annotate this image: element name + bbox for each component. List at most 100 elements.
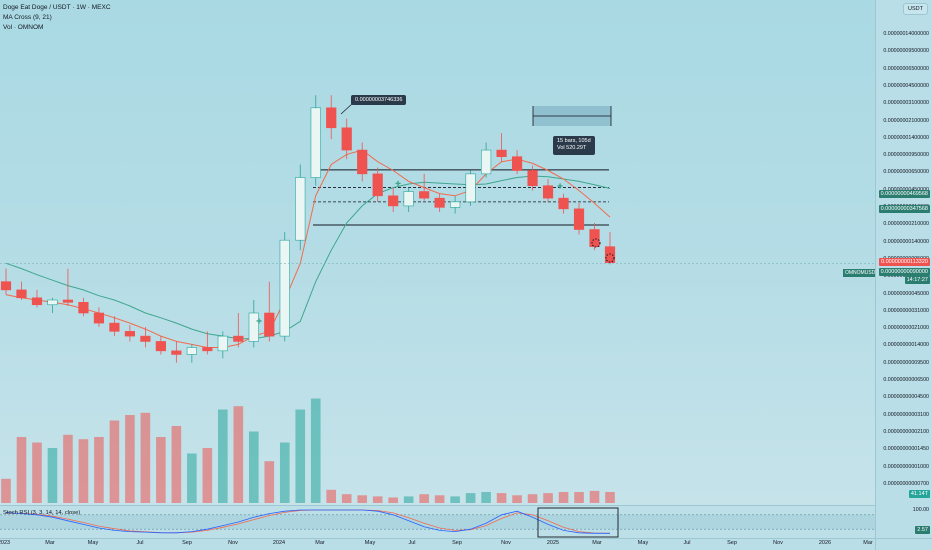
time-tick-label: May	[364, 540, 376, 546]
candle-body	[326, 107, 337, 129]
volume-bar	[1, 478, 11, 503]
candles	[0, 95, 616, 363]
candle-body	[31, 297, 43, 306]
stoch-rsi-label[interactable]: Stoch RSI (3, 3, 14, 14, close)	[3, 510, 81, 516]
range-volume-text: Vol 520.29T	[557, 145, 587, 152]
candle	[481, 142, 492, 178]
price-axis[interactable]: USDT 0.00000014000000 0.00000009500000 0.0…	[875, 0, 932, 538]
candle	[155, 336, 166, 355]
volume-bar	[233, 406, 244, 503]
price-tick-label: 0.00000001400000	[883, 134, 929, 141]
candle	[604, 231, 616, 265]
time-axis[interactable]: 2023 Mar May Jul Sep Nov 2024 Mar May Jul Sep Nov 20…	[0, 538, 875, 550]
price-tick-label: 0.00000000140000	[883, 238, 929, 245]
volume-bars	[1, 398, 615, 503]
candle-body	[16, 289, 27, 299]
range-measure-callout: 15 bars, 105d Vol 520.29T	[553, 136, 595, 155]
candle-body	[527, 170, 538, 187]
time-tick-label: 2023	[0, 540, 11, 546]
candle	[403, 187, 414, 212]
candle	[186, 344, 197, 363]
candle-body	[171, 350, 182, 355]
legend-ma-cross[interactable]: MA Cross (9, 21)	[3, 14, 52, 21]
candle	[93, 307, 105, 328]
volume-bar	[450, 496, 460, 503]
candle	[496, 133, 507, 162]
candle	[109, 316, 120, 337]
candle-body	[140, 335, 151, 342]
candle-body	[434, 197, 445, 208]
volume-bar	[589, 490, 600, 503]
volume-bar	[109, 420, 120, 503]
volume-bar	[403, 496, 414, 503]
volume-bar	[47, 448, 58, 503]
candle-body	[419, 191, 430, 199]
time-tick-label: Mar	[315, 540, 325, 546]
candle	[248, 299, 259, 348]
candle-body	[47, 299, 58, 306]
candle-body	[604, 246, 616, 263]
date-range-measure	[532, 106, 612, 126]
time-tick-label: Sep	[182, 540, 192, 546]
candle	[171, 341, 182, 363]
candle	[388, 187, 399, 212]
candle	[465, 170, 476, 206]
volume-bar	[605, 492, 615, 503]
candle	[419, 173, 430, 201]
candle-body	[511, 156, 523, 171]
time-tick-label: Jul	[136, 540, 144, 546]
candle	[542, 179, 554, 202]
candle-body	[109, 322, 120, 332]
dotted-circle-icon	[605, 253, 615, 263]
dotted-circle-icon	[591, 238, 601, 248]
candle-body	[589, 229, 600, 247]
time-tick-label: 2025	[546, 540, 560, 546]
candle-body	[155, 341, 166, 352]
osc-highlight-box	[537, 507, 619, 538]
price-tick-label: 0.00000000650000	[883, 169, 929, 176]
osc-band	[0, 514, 875, 530]
stoch-k-line	[5, 509, 610, 534]
volume-bar	[125, 415, 135, 503]
axis-corner	[875, 538, 932, 550]
time-tick-label: Mar	[592, 540, 602, 546]
osc-top-tick: 100.00	[912, 507, 929, 513]
volume-bar	[419, 494, 429, 503]
candle	[0, 268, 12, 295]
time-tick-label: 2026	[818, 540, 832, 546]
candle-body	[217, 335, 228, 352]
volume-bar	[16, 437, 27, 503]
candlestick-chart[interactable]: ✚ ✚ ✚	[0, 0, 875, 505]
price-tick-label: 0.00000000009500	[883, 359, 929, 366]
legend-volume[interactable]: Vol · OMNOM	[3, 24, 44, 31]
candle	[47, 297, 58, 314]
candle	[140, 327, 151, 348]
candle	[589, 222, 600, 251]
candle-body	[78, 302, 89, 314]
volume-bar	[171, 426, 182, 503]
candle-body	[202, 347, 213, 352]
candle-body	[496, 149, 507, 158]
stoch-rsi-pane[interactable]: Stoch RSI (3, 3, 14, 14, close)	[0, 505, 875, 538]
volume-bar	[357, 495, 368, 503]
candle	[264, 281, 275, 342]
main-chart-pane[interactable]: ✚ ✚ ✚ Doge Eat Doge / USDT · 1W · MEXC MA …	[0, 0, 875, 505]
legend-symbol[interactable]: Doge Eat Doge / USDT · 1W · MEXC	[3, 4, 111, 11]
candle-body	[573, 208, 585, 230]
candle	[450, 195, 461, 214]
last-price-tag: 0.00000000090000	[878, 268, 930, 276]
candle	[372, 167, 383, 202]
price-tick-label: 0.00000000950000	[883, 152, 929, 159]
candle	[357, 142, 368, 182]
price-tick-label: 0.00000000031000	[883, 307, 929, 314]
volume-bar	[372, 496, 383, 503]
high-price-tag: 0.00000000113320	[878, 258, 930, 266]
price-tick-label: 0.00000000021000	[883, 325, 929, 332]
candle-body	[357, 149, 368, 175]
price-tick-label: 0.00000002100000	[883, 117, 929, 124]
price-tick-label: 0.00000003100000	[883, 100, 929, 107]
price-tick-label: 0.00000000210000	[883, 221, 929, 228]
volume-bar	[78, 439, 89, 503]
currency-button[interactable]: USDT	[903, 3, 928, 15]
